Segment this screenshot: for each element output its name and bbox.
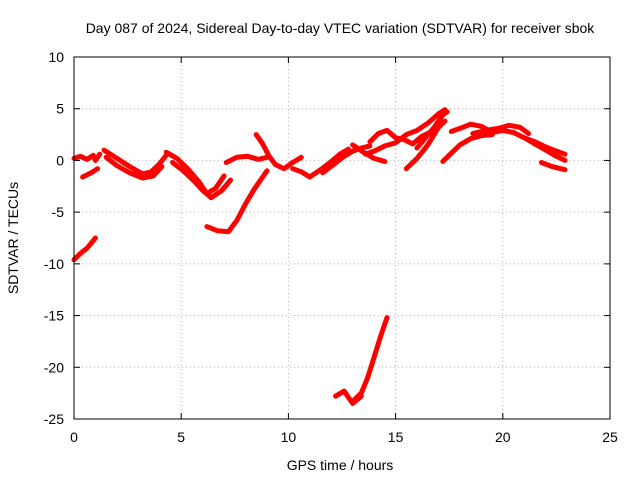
y-tick-label: 0 <box>56 152 64 168</box>
series-line-arc-11 <box>290 146 351 180</box>
series-line-arc-12 <box>320 143 373 176</box>
series-line-arc-10 <box>253 132 304 172</box>
series-line-arc-17 <box>350 142 388 164</box>
x-tick-label: 15 <box>388 429 404 445</box>
series-line-arc-3 <box>71 235 98 263</box>
y-axis-label: SDTVAR / TECUs <box>5 182 21 294</box>
series-line-arc-19 <box>414 109 450 151</box>
series-line-arc-2 <box>80 166 101 180</box>
series-line-arc-23 <box>521 135 568 163</box>
x-tick-label: 20 <box>495 429 511 445</box>
chart-title: Day 087 of 2024, Sidereal Day-to-day VTE… <box>86 20 596 36</box>
x-tick-label: 10 <box>281 429 297 445</box>
series-line-arc-16 <box>363 107 448 157</box>
y-tick-label: 5 <box>56 101 64 117</box>
series-line-arc-22 <box>470 122 531 136</box>
series-line-arc-7 <box>170 160 233 201</box>
series-line-arc-14 <box>350 315 390 404</box>
y-tick-label: -25 <box>44 411 64 427</box>
series-line-arc-1 <box>71 151 103 163</box>
series-line-arc-4 <box>101 147 169 177</box>
y-axis: -25 -20 -15 -10 -5 0 5 10 <box>44 49 610 427</box>
y-tick-label: -15 <box>44 308 64 324</box>
y-tick-label: 10 <box>48 49 64 65</box>
series-line-arc-5 <box>103 154 165 181</box>
series-line-arc-6 <box>163 149 227 196</box>
series-line-arc-18 <box>403 118 448 172</box>
series-line-arc-8 <box>223 153 270 165</box>
series-line-arc-24 <box>538 160 568 173</box>
series-line-arc-21 <box>448 121 568 157</box>
x-axis: 0 5 10 15 20 25 <box>70 57 618 445</box>
y-tick-label: -5 <box>52 204 65 220</box>
plot-area <box>71 107 568 406</box>
x-tick-label: 0 <box>70 429 78 445</box>
series-line-arc-9 <box>204 168 270 235</box>
plot-frame <box>73 56 611 420</box>
y-tick-label: -10 <box>44 256 64 272</box>
y-tick-label: -20 <box>44 359 64 375</box>
x-tick-label: 25 <box>602 429 618 445</box>
x-tick-label: 5 <box>177 429 185 445</box>
series-line-arc-20 <box>440 132 495 164</box>
gridlines <box>74 57 610 419</box>
x-axis-label: GPS time / hours <box>287 457 394 473</box>
